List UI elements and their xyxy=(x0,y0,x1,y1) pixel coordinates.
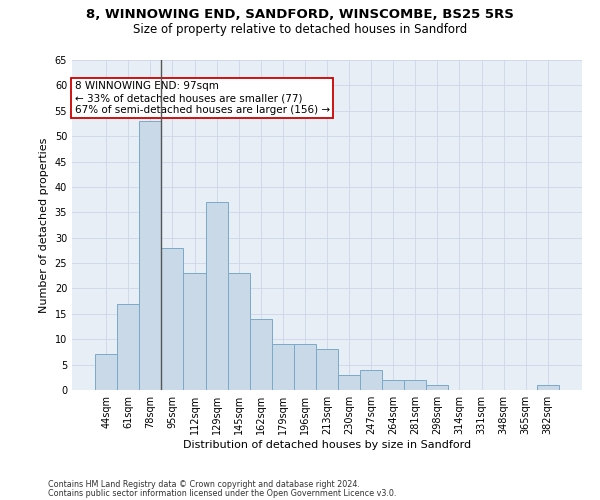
Bar xyxy=(316,350,338,390)
X-axis label: Distribution of detached houses by size in Sandford: Distribution of detached houses by size … xyxy=(183,440,471,450)
Bar xyxy=(360,370,382,390)
Bar xyxy=(117,304,139,390)
Bar xyxy=(338,375,360,390)
Bar xyxy=(382,380,404,390)
Text: Contains HM Land Registry data © Crown copyright and database right 2024.: Contains HM Land Registry data © Crown c… xyxy=(48,480,360,489)
Text: Size of property relative to detached houses in Sandford: Size of property relative to detached ho… xyxy=(133,22,467,36)
Bar xyxy=(227,273,250,390)
Bar xyxy=(139,121,161,390)
Bar xyxy=(404,380,427,390)
Bar xyxy=(294,344,316,390)
Bar xyxy=(206,202,227,390)
Bar xyxy=(537,385,559,390)
Y-axis label: Number of detached properties: Number of detached properties xyxy=(39,138,49,312)
Bar xyxy=(250,319,272,390)
Bar xyxy=(427,385,448,390)
Bar xyxy=(272,344,294,390)
Text: 8, WINNOWING END, SANDFORD, WINSCOMBE, BS25 5RS: 8, WINNOWING END, SANDFORD, WINSCOMBE, B… xyxy=(86,8,514,20)
Bar xyxy=(95,354,117,390)
Bar xyxy=(161,248,184,390)
Text: 8 WINNOWING END: 97sqm
← 33% of detached houses are smaller (77)
67% of semi-det: 8 WINNOWING END: 97sqm ← 33% of detached… xyxy=(74,82,329,114)
Text: Contains public sector information licensed under the Open Government Licence v3: Contains public sector information licen… xyxy=(48,489,397,498)
Bar xyxy=(184,273,206,390)
